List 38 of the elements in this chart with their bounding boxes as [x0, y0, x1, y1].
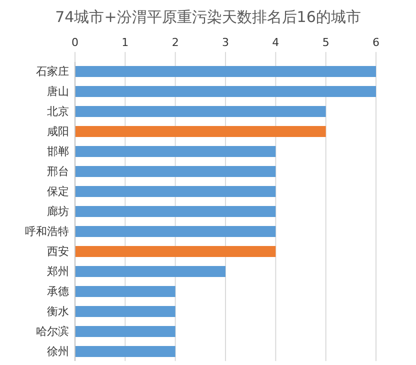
bar: [75, 266, 226, 277]
y-tick-label: 唐山: [47, 85, 69, 98]
x-tick-label: 6: [372, 36, 380, 49]
bar: [75, 226, 276, 237]
x-tick-label: 5: [322, 36, 330, 49]
bar: [75, 146, 276, 157]
x-tick-label: 2: [172, 36, 179, 49]
y-tick-label: 北京: [47, 105, 69, 118]
y-tick-label: 呼和浩特: [25, 225, 69, 238]
y-tick-label: 石家庄: [36, 65, 69, 78]
bar: [75, 346, 176, 357]
x-tick-label: 0: [72, 36, 78, 49]
y-tick-label: 徐州: [47, 345, 69, 358]
y-tick-label: 承德: [47, 285, 69, 298]
x-tick-label: 1: [122, 36, 129, 49]
y-tick-label: 邢台: [47, 165, 69, 178]
y-tick-label: 郑州: [47, 265, 69, 278]
y-tick-label: 咸阳: [47, 125, 69, 138]
bar: [75, 206, 276, 217]
bar: [75, 166, 276, 177]
bar: [75, 126, 326, 137]
x-tick-label: 4: [272, 36, 280, 49]
x-tick-label: 3: [222, 36, 229, 49]
y-tick-label: 衡水: [47, 305, 69, 318]
y-tick-label: 哈尔滨: [36, 325, 69, 338]
y-tick-label: 廊坊: [47, 205, 69, 218]
bar: [75, 86, 376, 97]
y-tick-label: 保定: [47, 185, 69, 198]
bar: [75, 306, 176, 317]
y-tick-label: 西安: [47, 245, 69, 258]
bar: [75, 246, 276, 257]
bar: [75, 326, 176, 337]
bar: [75, 286, 176, 297]
chart-title: 74城市+汾渭平原重污染天数排名后16的城市: [55, 8, 361, 26]
y-tick-label: 邯郸: [47, 145, 69, 158]
bar: [75, 66, 376, 77]
bar: [75, 106, 326, 117]
bar: [75, 186, 276, 197]
